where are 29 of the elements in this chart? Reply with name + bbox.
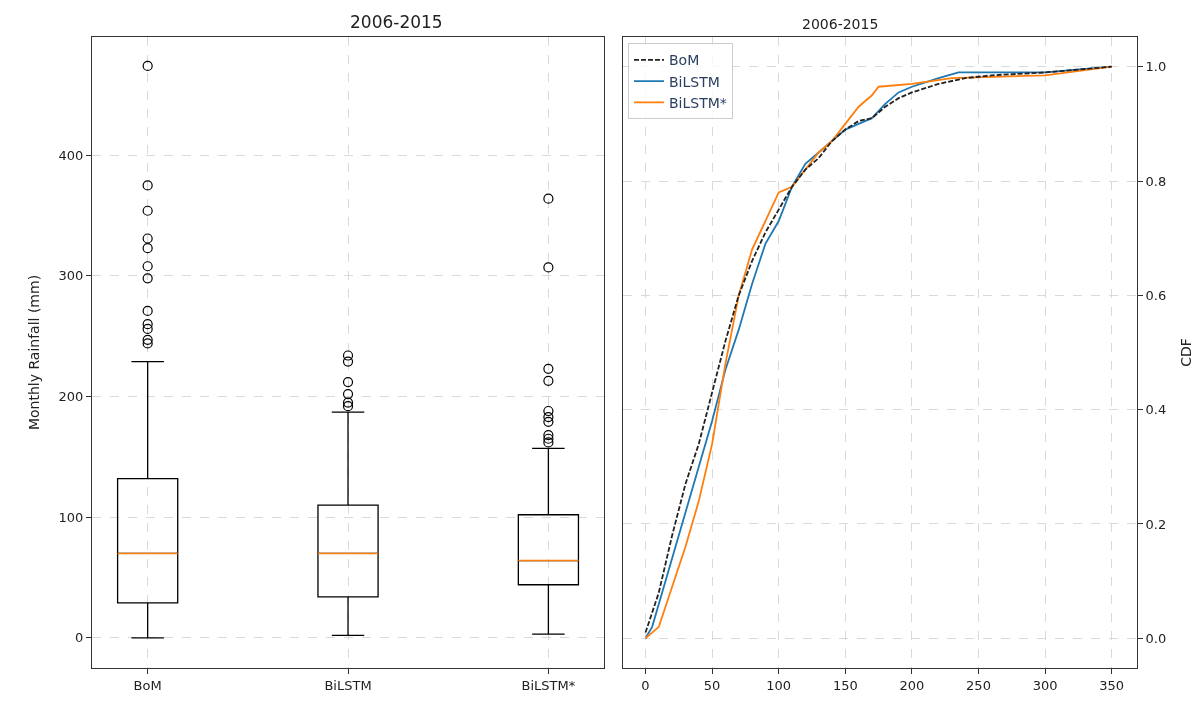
x-tick-label: 100 xyxy=(766,677,792,693)
x-tick-label: 150 xyxy=(832,677,858,693)
y-tick-label: 0.4 xyxy=(1145,402,1167,418)
y-tick-label: 400 xyxy=(58,147,84,163)
x-tick-label: 300 xyxy=(1032,677,1058,693)
y-tick-label: 300 xyxy=(58,268,84,284)
x-tick-label: BoM xyxy=(133,677,162,693)
y-tick-label: 100 xyxy=(58,509,84,525)
y-tick-label: 0.6 xyxy=(1145,287,1167,303)
chart-title: 2006-2015 xyxy=(802,16,879,32)
chart-title: 2006-2015 xyxy=(350,12,443,32)
y-tick-label: 0.0 xyxy=(1145,630,1167,646)
x-tick-label: 200 xyxy=(899,677,925,693)
x-tick-label: 0 xyxy=(641,677,650,693)
y-axis-title: Monthly Rainfall (mm) xyxy=(26,274,43,431)
x-tick-label: BiLSTM* xyxy=(521,677,576,693)
y-tick-label: 0.8 xyxy=(1145,173,1167,189)
legend-label: BoM xyxy=(669,52,700,69)
x-tick-label: 250 xyxy=(966,677,991,693)
x-tick-label: 50 xyxy=(703,677,721,693)
y-tick-label: 0.2 xyxy=(1145,516,1167,532)
y-tick-label: 0 xyxy=(75,630,84,646)
y-tick-label: 1.0 xyxy=(1145,59,1167,75)
y-tick-label: 200 xyxy=(58,389,84,405)
y-axis-title: CDF xyxy=(1177,338,1194,367)
legend-label: BiLSTM* xyxy=(669,94,727,111)
x-tick-label: BiLSTM xyxy=(324,677,372,693)
x-tick-label: 350 xyxy=(1099,677,1125,693)
legend-label: BiLSTM xyxy=(669,73,720,90)
